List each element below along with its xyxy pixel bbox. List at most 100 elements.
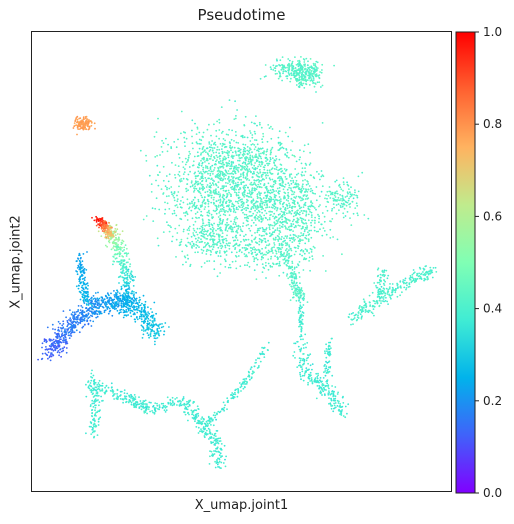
point-main-mass xyxy=(254,209,256,212)
point-top-island xyxy=(310,79,313,82)
point-top-island xyxy=(314,65,317,68)
point-main-mass xyxy=(216,275,219,278)
point-main-mass xyxy=(154,156,157,158)
point-main-mass xyxy=(233,118,236,120)
point-orange-blob xyxy=(83,118,85,120)
point-top-island xyxy=(316,61,319,64)
point-main-mass xyxy=(244,216,246,219)
point-main-mass xyxy=(226,192,229,195)
point-main-mass xyxy=(256,195,259,198)
point-main-mass xyxy=(277,240,280,242)
point-main-mass xyxy=(259,194,261,197)
point-top-island xyxy=(276,59,278,62)
point-main-mass xyxy=(258,229,260,232)
point-main-mass xyxy=(187,173,190,176)
point-main-mass xyxy=(206,167,209,170)
point-main-mass xyxy=(177,173,180,176)
point-main-mass xyxy=(156,174,159,176)
point-main-mass xyxy=(228,191,231,194)
point-main-mass xyxy=(261,202,264,205)
point-orange-blob xyxy=(80,127,82,130)
point-main-mass xyxy=(278,196,281,198)
point-main-mass xyxy=(257,215,260,218)
point-top-island xyxy=(277,77,280,80)
point-main-mass xyxy=(158,171,161,174)
point-main-mass xyxy=(208,162,210,165)
point-top-island xyxy=(313,85,316,88)
point-top-island xyxy=(314,63,317,65)
point-main-mass xyxy=(255,201,257,204)
point-top-island xyxy=(286,77,289,80)
chart-title: Pseudotime xyxy=(197,6,286,24)
point-main-mass xyxy=(247,199,249,202)
point-main-mass xyxy=(212,209,215,212)
point-top-island xyxy=(274,73,277,75)
point-main-mass xyxy=(157,184,160,187)
point-main-mass xyxy=(233,186,236,189)
point-main-mass xyxy=(236,231,239,234)
point-main-mass xyxy=(235,206,238,209)
point-main-mass xyxy=(202,131,205,134)
point-main-mass xyxy=(218,160,220,163)
point-main-mass xyxy=(179,206,182,209)
point-main-mass xyxy=(195,141,198,144)
point-main-mass xyxy=(173,191,176,193)
point-top-island xyxy=(312,75,314,78)
point-top-island xyxy=(287,58,290,60)
point-main-mass xyxy=(156,164,159,167)
point-main-mass xyxy=(179,217,182,220)
point-main-mass xyxy=(254,205,257,208)
point-main-mass xyxy=(232,173,235,176)
point-main-mass xyxy=(299,156,301,159)
point-main-mass xyxy=(240,156,243,159)
point-main-mass xyxy=(192,199,195,201)
point-top-island xyxy=(302,70,304,73)
point-main-mass xyxy=(245,178,248,181)
point-top-island xyxy=(290,65,293,67)
point-main-mass xyxy=(204,177,207,179)
point-top-island xyxy=(304,67,306,70)
point-main-mass xyxy=(249,130,251,132)
point-main-mass xyxy=(230,149,232,152)
point-top-island xyxy=(288,59,291,62)
point-main-mass xyxy=(275,190,278,192)
point-main-mass xyxy=(177,138,179,141)
point-top-island xyxy=(287,72,290,74)
point-main-mass xyxy=(285,199,288,201)
point-main-mass xyxy=(292,181,295,184)
point-main-mass xyxy=(295,235,298,238)
point-main-mass xyxy=(251,214,253,217)
point-main-mass xyxy=(277,172,280,175)
point-main-mass xyxy=(236,109,239,111)
point-main-mass xyxy=(247,217,250,220)
point-main-mass xyxy=(203,208,206,211)
point-main-mass xyxy=(145,160,148,162)
point-main-mass xyxy=(221,196,224,199)
point-main-mass xyxy=(253,216,256,219)
point-main-mass xyxy=(282,147,285,150)
point-top-island xyxy=(320,86,322,88)
point-main-mass xyxy=(209,231,212,234)
point-main-mass xyxy=(302,179,304,182)
point-main-mass xyxy=(208,169,210,172)
point-main-mass xyxy=(225,161,228,164)
point-main-mass xyxy=(256,175,259,178)
point-main-mass xyxy=(256,263,258,266)
point-main-mass xyxy=(219,171,222,174)
point-main-mass xyxy=(278,233,281,235)
point-main-mass xyxy=(227,154,230,157)
point-main-mass xyxy=(241,198,243,201)
point-top-island xyxy=(321,84,324,87)
point-main-mass xyxy=(276,208,279,210)
point-main-mass xyxy=(224,169,227,172)
point-main-mass xyxy=(278,176,280,179)
point-main-mass xyxy=(279,184,282,187)
point-main-mass xyxy=(255,249,258,252)
point-orange-blob xyxy=(93,122,96,125)
point-main-mass xyxy=(267,249,270,252)
point-main-mass xyxy=(252,205,255,207)
point-main-mass xyxy=(281,146,284,149)
point-main-mass xyxy=(301,185,304,188)
point-main-mass xyxy=(280,225,283,228)
point-main-mass xyxy=(219,210,221,213)
